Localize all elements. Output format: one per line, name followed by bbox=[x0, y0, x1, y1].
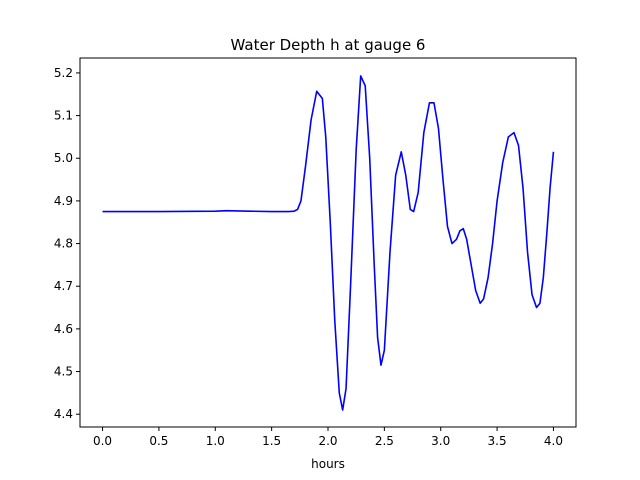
plot-area: 0.0 0.5 1.0 1.5 2.0 2.5 3.0 3.5 4.0 4.4 4.5 4.6 4.7 4… bbox=[54, 57, 577, 448]
x-tick-label-4: 2.0 bbox=[318, 434, 337, 448]
x-tick-label-8: 4.0 bbox=[544, 434, 563, 448]
x-tick-label-1: 0.5 bbox=[149, 434, 168, 448]
y-tick-label-8: 5.2 bbox=[54, 66, 73, 80]
y-tick-label-6: 5.0 bbox=[54, 151, 73, 165]
chart-title: Water Depth h at gauge 6 bbox=[231, 36, 426, 54]
x-tick-label-3: 1.5 bbox=[262, 434, 281, 448]
x-tick-label-7: 3.5 bbox=[488, 434, 507, 448]
x-tick-label-6: 3.0 bbox=[431, 434, 450, 448]
y-tick-label-1: 4.5 bbox=[54, 365, 73, 379]
y-tick-label-0: 4.4 bbox=[54, 407, 73, 421]
x-tick-label-5: 2.5 bbox=[375, 434, 394, 448]
x-tick-label-0: 0.0 bbox=[93, 434, 112, 448]
y-tick-label-3: 4.7 bbox=[54, 279, 73, 293]
series-line-0 bbox=[102, 75, 555, 411]
y-tick-label-4: 4.8 bbox=[54, 237, 73, 251]
x-tick-label-2: 1.0 bbox=[206, 434, 225, 448]
y-tick-label-7: 5.1 bbox=[54, 109, 73, 123]
x-axis-label: hours bbox=[311, 457, 345, 471]
y-tick-label-2: 4.6 bbox=[54, 322, 73, 336]
y-tick-label-5: 4.9 bbox=[54, 194, 73, 208]
